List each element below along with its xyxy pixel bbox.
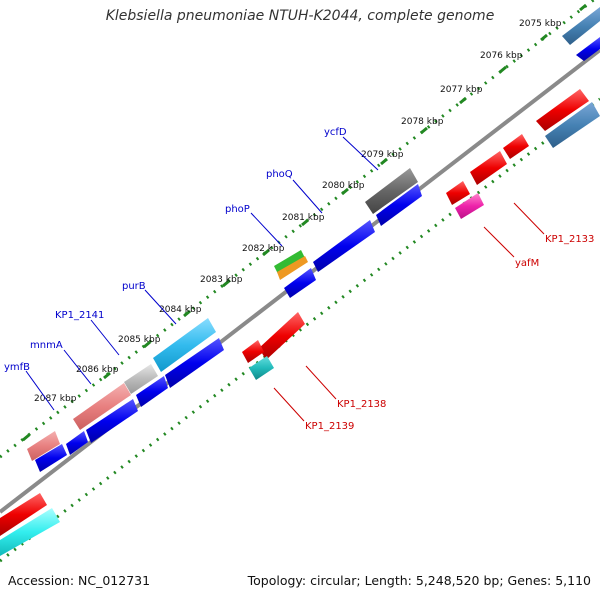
feature-red-2089 [0, 493, 47, 536]
feature-red-2078 [503, 134, 529, 159]
tick-label-2081: 2081 kbp [282, 213, 325, 223]
connector-KP1_2138 [305, 365, 337, 400]
forward-features [27, 7, 600, 472]
tick-label-2087: 2087 kbp [34, 394, 77, 404]
gene-label-phoP: phoP [225, 204, 250, 215]
feature-KP1_2139 [249, 356, 274, 380]
tick-label-2080: 2080 kbp [322, 181, 365, 191]
feature-steel-2077 [545, 102, 600, 148]
feature-yafM [455, 193, 484, 219]
tick-label-2084: 2084 kbp [159, 305, 202, 315]
gene-label-mnmA: mnmA [30, 340, 63, 351]
tick-label-2085: 2085 kbp [118, 335, 161, 345]
tick-mark-2075 [579, 3, 587, 12]
feature-phoP-orange [277, 256, 308, 280]
tick-mark-2086 [143, 340, 151, 349]
feature-ymfB [27, 431, 60, 461]
tick-mark-2078 [459, 96, 467, 105]
gene-label-ymfB: ymfB [4, 362, 30, 373]
tick-label-2083: 2083 kbp [200, 275, 243, 285]
feature-blue-2085 [136, 376, 168, 407]
feature-red-2076 [536, 89, 589, 131]
connector-ymfB [25, 370, 55, 411]
gene-label-yafM: yafM [515, 258, 539, 269]
connector-KP1_2139 [273, 387, 305, 422]
tick-label-2078: 2078 kbp [401, 117, 444, 127]
feature-KP1_2133 [446, 181, 470, 205]
feature-red-2083 [259, 312, 305, 360]
connector-purB [144, 289, 177, 325]
feature-phoQ [313, 220, 375, 272]
tick-mark-2081 [341, 187, 349, 196]
feature-blue-2082 [284, 268, 316, 298]
gene-label-KP1_2139: KP1_2139 [305, 421, 354, 432]
connector-yafM [483, 226, 515, 258]
feature-red-2079 [470, 151, 507, 185]
connector-ycfD [342, 136, 379, 171]
feature-blue-2086 [86, 399, 138, 443]
accession-text: Accession: NC_012731 [8, 573, 151, 588]
genome-title: Klebsiella pneumoniae NTUH-K2044, comple… [105, 8, 495, 24]
feature-mnmA [66, 431, 88, 455]
reverse-label-connectors [273, 202, 545, 422]
gene-label-phoQ: phoQ [266, 169, 293, 180]
reverse-features [0, 89, 600, 556]
feature-KP1_2141 [73, 383, 131, 430]
tick-mark-2077 [499, 65, 507, 74]
forward-label-connectors [25, 136, 379, 411]
feature-steel-2075 [562, 7, 600, 45]
connector-KP1_2141 [90, 319, 120, 356]
feature-lightgray-2085 [124, 364, 158, 394]
tick-mark-2087 [103, 371, 111, 380]
tick-mark-2085 [183, 309, 191, 318]
feature-cyan-2089 [0, 508, 60, 556]
tick-mark-2088 [22, 433, 30, 442]
connector-KP1_2133 [513, 202, 545, 235]
genome-info-text: Topology: circular; Length: 5,248,520 bp… [247, 573, 591, 588]
tick-mark-2082 [301, 218, 309, 227]
scale-ring-outer [0, 0, 596, 459]
gene-label-KP1_2141: KP1_2141 [55, 310, 104, 321]
tick-label-2086: 2086 kbp [76, 365, 119, 375]
tick-label-2077: 2077 kbp [440, 85, 483, 95]
tick-label-2075: 2075 kbp [519, 19, 562, 29]
tick-mark-2080 [380, 157, 388, 166]
feature-blue-2076 [576, 37, 600, 61]
tick-mark-2084 [222, 279, 230, 288]
tick-label-2082: 2082 kbp [242, 244, 285, 254]
feature-blue-2084 [165, 338, 224, 388]
gene-label-ycfD: ycfD [324, 127, 347, 138]
feature-purB [153, 318, 216, 372]
feature-KP1_2138 [242, 340, 264, 363]
tick-label-2076: 2076 kbp [480, 51, 523, 61]
gene-label-KP1_2138: KP1_2138 [337, 399, 386, 410]
feature-phoP-green [274, 250, 305, 274]
tick-label-2079: 2079 kbp [361, 150, 404, 160]
connector-phoP [250, 212, 283, 247]
connector-phoQ [292, 179, 323, 214]
gene-label-KP1_2133: KP1_2133 [545, 234, 594, 245]
feature-blue-2087 [35, 444, 67, 472]
feature-blue-2080 [376, 184, 422, 226]
scale-ring-inner [0, 97, 600, 563]
tick-mark-2079 [420, 126, 428, 135]
tick-mark-2076 [540, 33, 548, 42]
connector-mnmA [63, 349, 92, 385]
tick-mark-2083 [262, 248, 270, 257]
gene-label-purB: purB [122, 281, 146, 292]
major-ticks [22, 3, 587, 442]
feature-ycfD [365, 168, 418, 214]
